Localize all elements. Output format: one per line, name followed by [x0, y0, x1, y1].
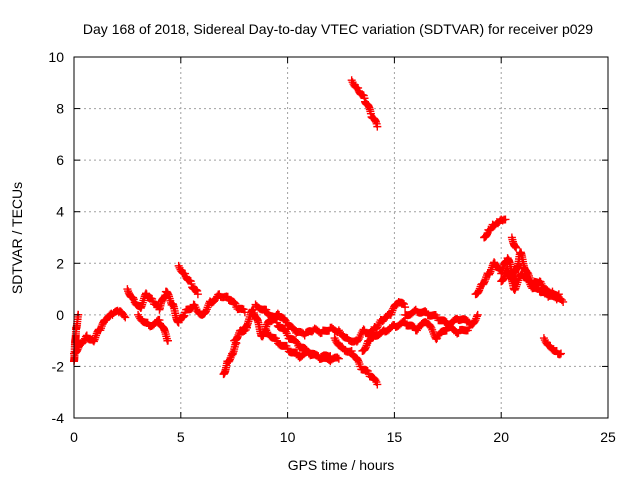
data-track — [123, 285, 249, 327]
y-tick-label: 10 — [48, 49, 64, 65]
y-tick-label: 8 — [56, 101, 64, 117]
y-tick-label: -2 — [52, 358, 65, 374]
chart-title: Day 168 of 2018, Sidereal Day-to-day VTE… — [83, 21, 593, 37]
y-tick-label: 2 — [56, 255, 64, 271]
data-track — [70, 310, 83, 366]
data-track — [401, 305, 474, 330]
data-track — [174, 261, 202, 299]
data-track — [480, 215, 510, 242]
data-track — [262, 326, 343, 366]
y-tick-label: 6 — [56, 152, 64, 168]
y-tick-label: -4 — [52, 410, 65, 426]
data-track — [134, 310, 172, 345]
data-track — [240, 305, 378, 346]
y-tick-label: 0 — [56, 307, 64, 323]
x-tick-label: 5 — [177, 429, 185, 445]
x-tick-label: 0 — [70, 429, 78, 445]
y-axis-label: SDTVAR / TECUs — [9, 182, 25, 294]
x-tick-label: 10 — [280, 429, 296, 445]
data-track — [358, 297, 410, 355]
data-track — [330, 334, 382, 389]
x-axis-label: GPS time / hours — [288, 457, 395, 473]
data-track — [497, 264, 568, 306]
plot-frame — [73, 56, 609, 419]
data-track — [347, 76, 382, 131]
grid — [74, 57, 608, 418]
y-tick-label: 4 — [56, 204, 64, 220]
data-track — [539, 334, 566, 359]
ticks: 0 5 10 15 20 25 -4 -2 0 2 4 6 8 10 — [48, 49, 616, 445]
data-track — [219, 338, 241, 379]
data-track — [507, 233, 521, 252]
x-tick-label: 20 — [493, 429, 509, 445]
data-marks — [70, 76, 568, 389]
data-track — [369, 310, 482, 344]
x-tick-label: 25 — [600, 429, 616, 445]
x-tick-label: 15 — [387, 429, 403, 445]
